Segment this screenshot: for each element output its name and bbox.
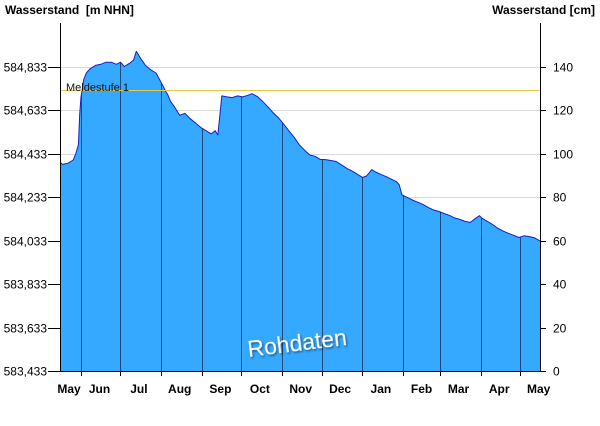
right-axis-title: Wasserstand [cm] [492,3,595,17]
left-tick-label: 584,233 [4,191,48,205]
x-tick-label: Jun [89,382,110,396]
x-tick-label: Feb [411,382,432,396]
right-tick-label: 140 [553,61,573,75]
right-tick-label: 20 [553,322,567,336]
left-tick-label: 583,433 [4,365,48,379]
x-tick-label: Apr [489,382,510,396]
water-level-area [60,51,540,372]
x-axis-ticks: May Jun Jul Aug Sep Oct Nov Dec Jan Feb Mar Apr May [57,371,551,396]
x-tick-label: Dec [329,382,351,396]
x-tick-label: May [57,382,81,396]
x-tick-label: Oct [250,382,270,396]
water-level-line [59,50,541,242]
left-axis-ticks: 583,433 583,633 583,833 584,033 584,233 584,4… [4,61,60,379]
x-tick-label: May [527,382,551,396]
left-tick-label: 583,633 [4,322,48,336]
right-tick-label: 80 [553,191,567,205]
right-tick-label: 40 [553,278,567,292]
right-tick-label: 0 [553,365,560,379]
left-tick-label: 584,033 [4,235,48,249]
x-tick-label: Jul [130,382,147,396]
left-tick-label: 583,833 [4,278,48,292]
right-tick-label: 100 [553,148,573,162]
left-tick-label: 584,833 [4,61,48,75]
x-tick-label: Aug [168,382,191,396]
x-tick-label: Jan [371,382,392,396]
right-axis-ticks: 0 20 40 60 80 100 120 140 [540,61,573,379]
x-tick-label: Mar [448,382,470,396]
left-tick-label: 584,633 [4,104,48,118]
right-tick-label: 120 [553,104,573,118]
x-tick-label: Nov [289,382,312,396]
left-axis-title: Wasserstand [m NHN] [5,3,134,17]
x-tick-label: Sep [209,382,231,396]
left-tick-label: 584,433 [4,148,48,162]
meldestufe-label: Meldestufe 1 [66,82,129,94]
right-tick-label: 60 [553,235,567,249]
